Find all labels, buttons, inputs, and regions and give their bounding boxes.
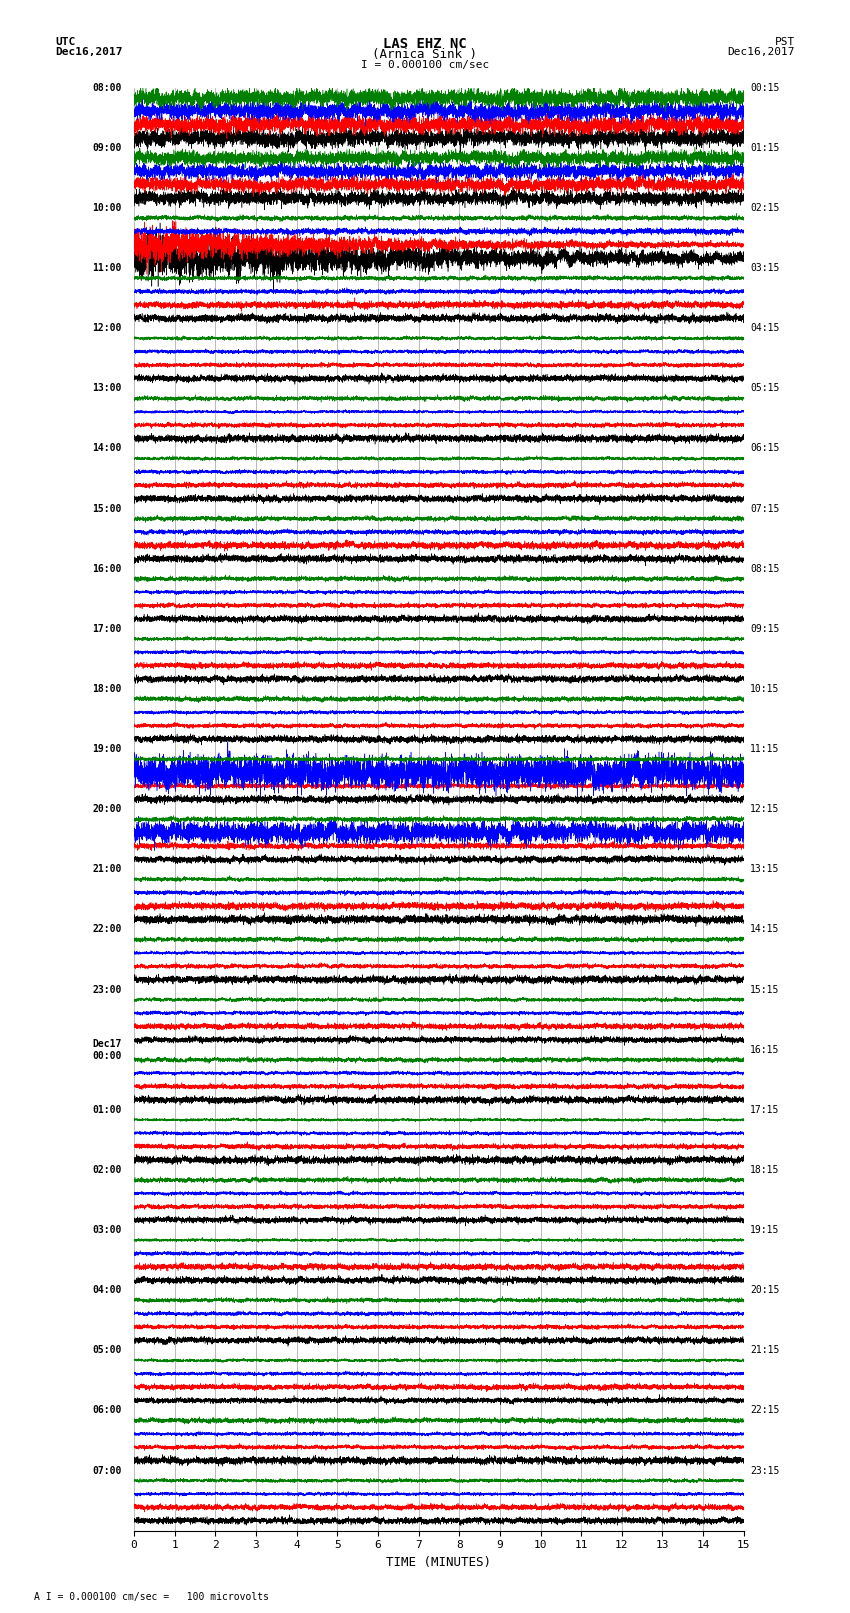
Text: I = 0.000100 cm/sec: I = 0.000100 cm/sec (361, 60, 489, 69)
Text: 19:15: 19:15 (750, 1226, 779, 1236)
Text: 09:00: 09:00 (93, 144, 122, 153)
Text: UTC: UTC (55, 37, 76, 47)
Text: PST: PST (774, 37, 795, 47)
Text: 03:15: 03:15 (750, 263, 779, 273)
Text: 18:15: 18:15 (750, 1165, 779, 1174)
Text: 16:00: 16:00 (93, 563, 122, 574)
Text: 07:15: 07:15 (750, 503, 779, 513)
Text: 11:00: 11:00 (93, 263, 122, 273)
Text: 13:15: 13:15 (750, 865, 779, 874)
Text: 02:00: 02:00 (93, 1165, 122, 1174)
Text: A I = 0.000100 cm/sec =   100 microvolts: A I = 0.000100 cm/sec = 100 microvolts (34, 1592, 269, 1602)
Text: 12:00: 12:00 (93, 323, 122, 334)
Text: 14:00: 14:00 (93, 444, 122, 453)
Text: 10:00: 10:00 (93, 203, 122, 213)
Text: 15:00: 15:00 (93, 503, 122, 513)
Text: 09:15: 09:15 (750, 624, 779, 634)
Text: 05:00: 05:00 (93, 1345, 122, 1355)
Text: 04:00: 04:00 (93, 1286, 122, 1295)
Text: 05:15: 05:15 (750, 384, 779, 394)
Text: 12:15: 12:15 (750, 805, 779, 815)
Text: 06:00: 06:00 (93, 1405, 122, 1416)
Text: 15:15: 15:15 (750, 984, 779, 995)
Text: 18:00: 18:00 (93, 684, 122, 694)
Text: 16:15: 16:15 (750, 1045, 779, 1055)
Text: 08:15: 08:15 (750, 563, 779, 574)
Text: 08:00: 08:00 (93, 82, 122, 92)
Text: 20:15: 20:15 (750, 1286, 779, 1295)
Text: 01:00: 01:00 (93, 1105, 122, 1115)
Text: 20:00: 20:00 (93, 805, 122, 815)
Text: 10:15: 10:15 (750, 684, 779, 694)
Text: 17:15: 17:15 (750, 1105, 779, 1115)
Text: 23:15: 23:15 (750, 1466, 779, 1476)
Text: 03:00: 03:00 (93, 1226, 122, 1236)
Text: 21:00: 21:00 (93, 865, 122, 874)
Text: 04:15: 04:15 (750, 323, 779, 334)
Text: 14:15: 14:15 (750, 924, 779, 934)
Text: 06:15: 06:15 (750, 444, 779, 453)
Text: Dec16,2017: Dec16,2017 (728, 47, 795, 56)
Text: 00:15: 00:15 (750, 82, 779, 92)
Text: 13:00: 13:00 (93, 384, 122, 394)
X-axis label: TIME (MINUTES): TIME (MINUTES) (387, 1557, 491, 1569)
Text: 22:00: 22:00 (93, 924, 122, 934)
Text: 23:00: 23:00 (93, 984, 122, 995)
Text: Dec16,2017: Dec16,2017 (55, 47, 122, 56)
Text: 01:15: 01:15 (750, 144, 779, 153)
Text: 22:15: 22:15 (750, 1405, 779, 1416)
Text: LAS EHZ NC: LAS EHZ NC (383, 37, 467, 52)
Text: 17:00: 17:00 (93, 624, 122, 634)
Text: 02:15: 02:15 (750, 203, 779, 213)
Text: 21:15: 21:15 (750, 1345, 779, 1355)
Text: (Arnica Sink ): (Arnica Sink ) (372, 48, 478, 61)
Text: 07:00: 07:00 (93, 1466, 122, 1476)
Text: Dec17
00:00: Dec17 00:00 (93, 1039, 122, 1060)
Text: 19:00: 19:00 (93, 744, 122, 755)
Text: 11:15: 11:15 (750, 744, 779, 755)
